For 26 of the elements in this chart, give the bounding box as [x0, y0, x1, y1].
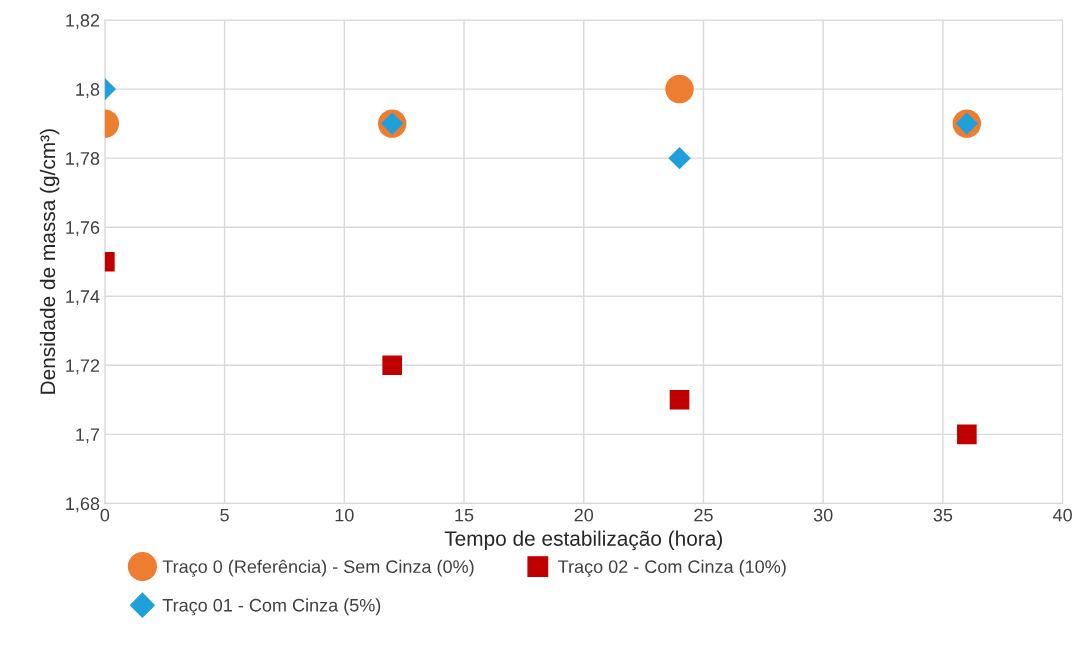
x-tick-label: 20 — [574, 508, 594, 522]
y-tick-label: 1,74 — [66, 290, 100, 306]
x-tick-label: 0 — [100, 508, 110, 522]
x-tick-label: 35 — [933, 508, 953, 522]
y-tick-label: 1,68 — [66, 497, 100, 513]
legend-label: Traço 0 (Referência) - Sem Cinza (0%) — [162, 559, 474, 577]
x-tick-label: 30 — [813, 508, 833, 522]
y-tick-label: 1,8 — [76, 83, 100, 98]
y-tick-label: 1,82 — [66, 13, 100, 29]
x-tick-label: 40 — [1053, 508, 1072, 522]
y-tick-label: 1,76 — [66, 221, 100, 237]
y-tick-label: 1,7 — [76, 428, 100, 444]
x-axis-title: Tempo de estabilização (hora) — [444, 530, 722, 551]
legend-label: Traço 02 - Com Cinza (10%) — [558, 559, 786, 577]
x-tick-label: 5 — [220, 508, 229, 522]
point — [669, 389, 690, 410]
y-tick-label: 1,78 — [66, 152, 100, 167]
x-tick-label: 15 — [455, 508, 474, 522]
x-tick-label: 25 — [694, 508, 713, 522]
y-tick-label: 1,72 — [66, 359, 100, 375]
point — [665, 74, 694, 104]
point — [668, 146, 691, 170]
x-tick-label: 10 — [335, 508, 354, 522]
y-axis-title: Densidade de massa (g/cm³) — [39, 129, 60, 394]
legend-label: Traço 01 - Com Cinza (5%) — [162, 598, 381, 616]
point — [957, 424, 977, 445]
